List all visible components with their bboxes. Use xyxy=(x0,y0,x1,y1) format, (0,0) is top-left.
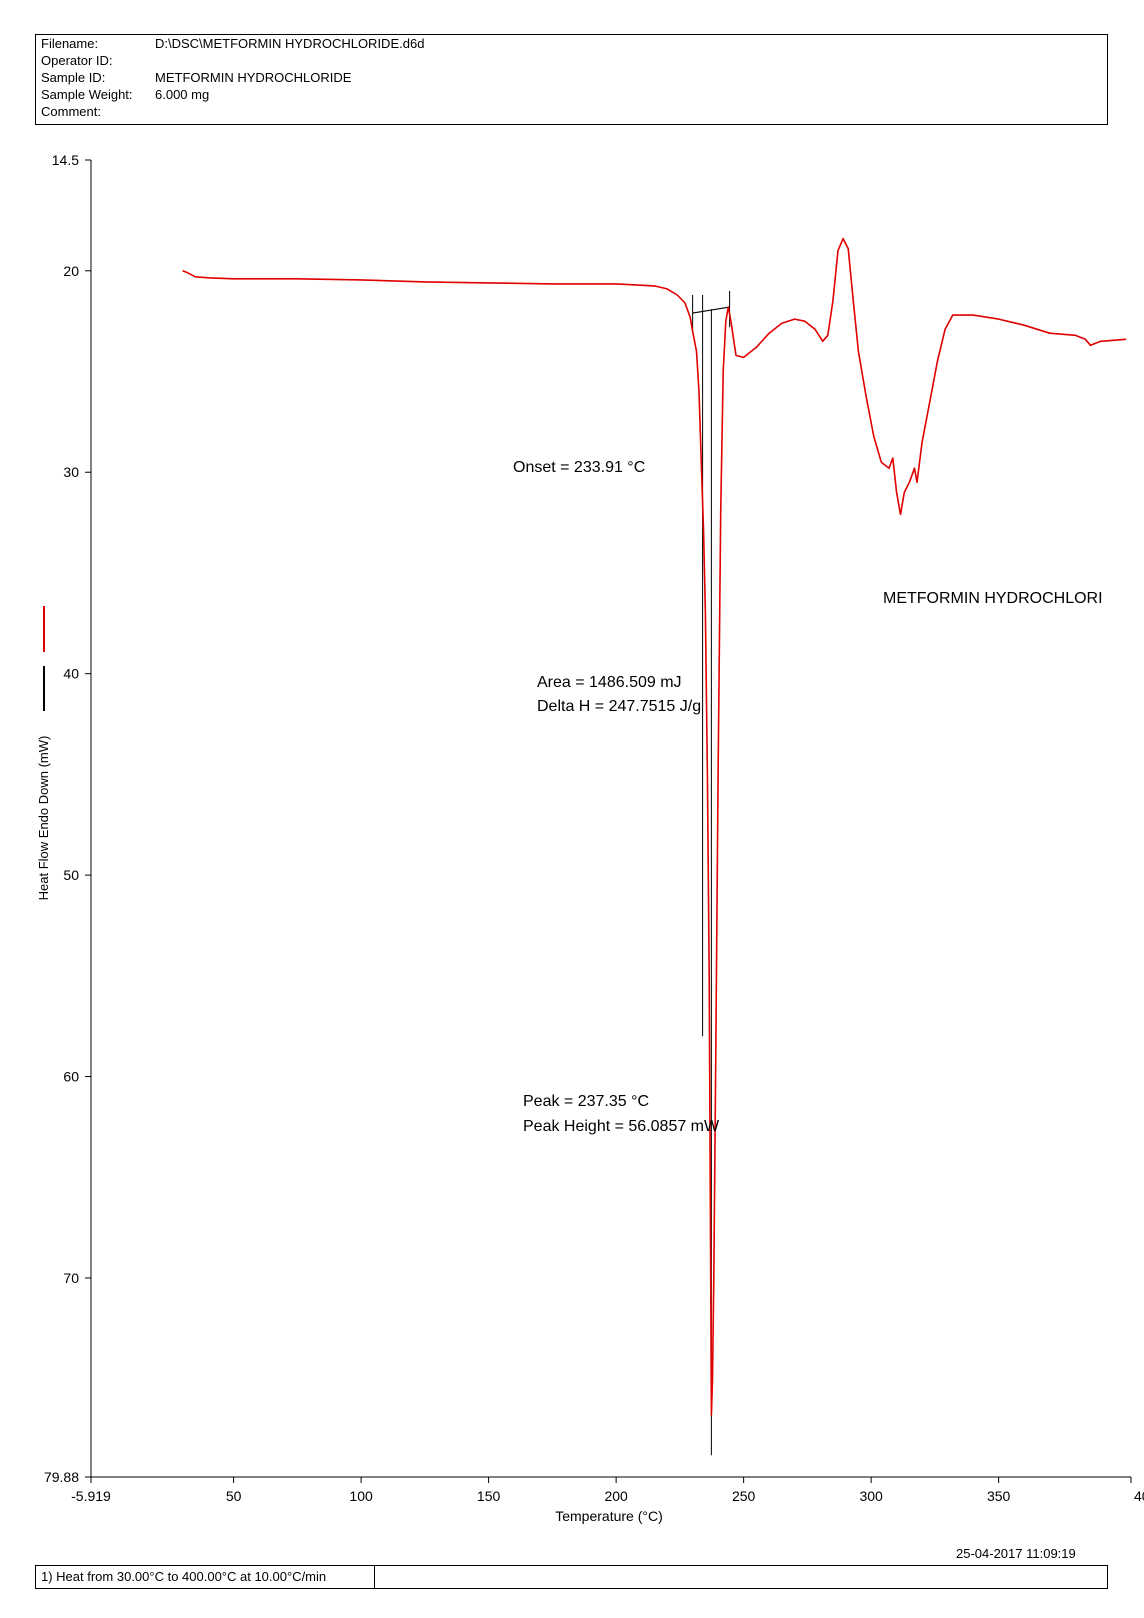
y-tick-label: 20 xyxy=(63,263,79,279)
x-tick-label: 300 xyxy=(859,1488,883,1504)
sample-series-line xyxy=(182,237,1127,1416)
x-axis-title: Temperature (°C) xyxy=(555,1508,663,1524)
sample-id-value: METFORMIN HYDROCHLORIDE xyxy=(155,70,352,85)
sample-id-label: Sample ID: xyxy=(41,70,106,85)
x-tick-label: 401.9 xyxy=(1134,1488,1144,1504)
y-tick-label: 70 xyxy=(63,1270,79,1286)
filename-label: Filename: xyxy=(41,36,99,51)
y-axis-title: Heat Flow Endo Down (mW) xyxy=(36,736,51,901)
x-tick-label: 100 xyxy=(349,1488,373,1504)
x-tick-label: 200 xyxy=(604,1488,628,1504)
y-tick-label: 30 xyxy=(63,464,79,480)
y-ticks: 14.5 20 30 40 50 60 70 79.88 xyxy=(44,152,91,1485)
comment-label: Comment: xyxy=(41,104,101,119)
sample-info-box: Filename: D:\DSC\METFORMIN HYDROCHLORIDE… xyxy=(35,34,1108,125)
y-tick-label: 14.5 xyxy=(52,152,79,168)
peak-annotation: Peak = 237.35 °C xyxy=(523,1093,649,1110)
x-tick-label: 50 xyxy=(226,1488,242,1504)
peak-height-annotation: Peak Height = 56.0857 mW xyxy=(523,1118,720,1135)
timestamp: 25-04-2017 11:09:19 xyxy=(956,1546,1076,1561)
method-step: 1) Heat from 30.00°C to 400.00°C at 10.0… xyxy=(35,1565,375,1589)
filename-value: D:\DSC\METFORMIN HYDROCHLORIDE.d6d xyxy=(155,36,425,51)
x-tick-label: 350 xyxy=(987,1488,1011,1504)
x-tick-label: -5.919 xyxy=(71,1488,111,1504)
sample-weight-label: Sample Weight: xyxy=(41,87,133,102)
axes xyxy=(90,160,1131,1478)
method-box xyxy=(35,1565,1108,1589)
y-tick-label: 50 xyxy=(63,867,79,883)
area-annotation: Area = 1486.509 mJ xyxy=(537,674,682,691)
x-ticks: -5.919 50 100 150 200 250 300 350 401.9 xyxy=(71,1477,1144,1504)
sample-weight-value: 6.000 mg xyxy=(155,87,210,102)
y-tick-label: 60 xyxy=(63,1069,79,1085)
y-tick-label: 79.88 xyxy=(44,1469,79,1485)
y-tick-label: 40 xyxy=(63,666,79,682)
x-tick-label: 250 xyxy=(732,1488,756,1504)
x-tick-label: 150 xyxy=(477,1488,501,1504)
operator-label: Operator ID: xyxy=(41,53,113,68)
curve-label: METFORMIN HYDROCHLORI xyxy=(883,590,1103,607)
onset-annotation: Onset = 233.91 °C xyxy=(513,459,645,476)
delta-h-annotation: Delta H = 247.7515 J/g xyxy=(537,698,701,715)
